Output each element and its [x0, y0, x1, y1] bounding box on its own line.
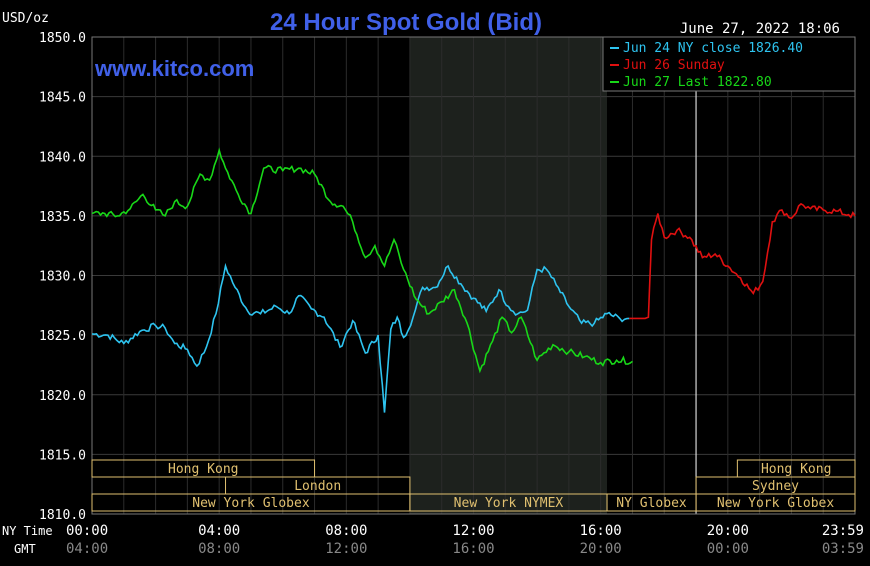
x-tick-ny: 00:00 [66, 523, 108, 539]
chart-title: 24 Hour Spot Gold (Bid) [270, 9, 542, 36]
price-line-0 [91, 262, 630, 413]
legend-box [602, 36, 856, 92]
x-tick-gmt: 04:00 [66, 541, 108, 557]
price-line-1 [629, 202, 856, 320]
ny-time-label: NY Time [2, 524, 53, 538]
price-line-2 [91, 147, 633, 374]
y-tick-label: 1830.0 [39, 270, 86, 285]
x-tick-gmt: 20:00 [580, 541, 622, 557]
session-label: Hong Kong [168, 462, 238, 477]
y-tick-label: 1845.0 [39, 91, 86, 106]
x-tick-gmt: 12:00 [325, 541, 367, 557]
x-tick-ny: 12:00 [452, 523, 494, 539]
x-tick-ny: 16:00 [580, 523, 622, 539]
session-label: New York Globex [717, 496, 835, 511]
y-tick-label: 1840.0 [39, 150, 86, 165]
x-tick-ny: 23:59 [822, 523, 864, 539]
session-label: NY Globex [616, 496, 687, 511]
session-label: Hong Kong [761, 462, 831, 477]
watermark: www.kitco.com [94, 56, 254, 81]
session-label: New York NYMEX [454, 496, 564, 511]
legend-entry: Jun 26 Sunday [623, 58, 725, 73]
timestamp: June 27, 2022 18:06 [680, 21, 840, 37]
y-tick-label: 1850.0 [39, 31, 86, 46]
x-tick-ny: 20:00 [707, 523, 749, 539]
x-tick-ny: 08:00 [325, 523, 367, 539]
unit-label: USD/oz [2, 11, 49, 26]
plot-frame [91, 36, 856, 515]
y-tick-label: 1815.0 [39, 448, 86, 463]
session-label: New York Globex [192, 496, 310, 511]
gmt-label: GMT [14, 542, 36, 556]
session-label: London [294, 479, 341, 494]
y-tick-label: 1835.0 [39, 210, 86, 225]
x-tick-ny: 04:00 [198, 523, 240, 539]
session-bar [91, 459, 316, 478]
y-tick-label: 1820.0 [39, 389, 86, 404]
y-tick-label: 1825.0 [39, 329, 86, 344]
x-tick-gmt: 00:00 [707, 541, 749, 557]
y-tick-label: 1810.0 [39, 508, 86, 523]
session-bar [695, 493, 856, 512]
legend-entry: Jun 27 Last 1822.80 [623, 75, 772, 90]
x-tick-gmt: 08:00 [198, 541, 240, 557]
session-label: Sydney [752, 479, 799, 494]
legend-entry: Jun 24 NY close 1826.40 [623, 41, 803, 56]
x-tick-gmt: 03:59 [822, 541, 864, 557]
x-tick-gmt: 16:00 [452, 541, 494, 557]
